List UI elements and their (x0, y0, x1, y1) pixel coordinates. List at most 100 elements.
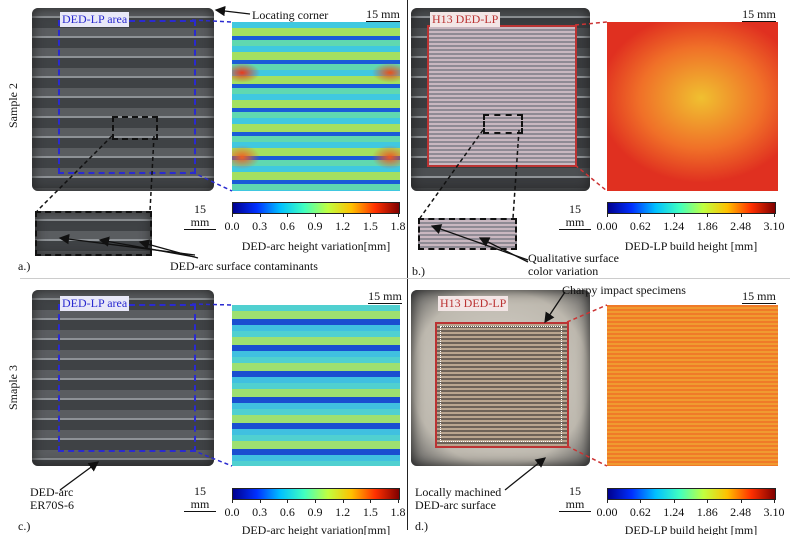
machined-label-l2: DED-arc surface (415, 498, 496, 512)
colorbar-label: DED-arc height variation[mm] (241, 523, 391, 535)
colorbar-tick-label: 0.9 (307, 505, 323, 519)
colorbar-tick-label: 1.8 (390, 219, 406, 233)
sample2-dedarc-photo (32, 8, 214, 191)
colorbar-tick-label: 0.0 (224, 219, 240, 233)
colorbar-tick (232, 213, 233, 217)
scale-bar: 15 mm (742, 289, 776, 304)
colorbar-tick-label: 0.00 (596, 505, 618, 519)
dedarc-height-map (232, 22, 400, 191)
colorbar-tick-label: 1.24 (663, 505, 685, 519)
colorbar-tick (342, 213, 344, 217)
colorbar-tick-label: 1.5 (362, 505, 378, 519)
locating-corner-label: Locating corner (252, 8, 329, 22)
scale-bar: 15 mm (559, 203, 591, 230)
h13-tag: H13 DED-LP (438, 296, 509, 311)
colorbar-tick-label: 0.0 (224, 505, 240, 519)
charpy-specimen-region (435, 322, 569, 448)
ded-lp-area-tag: DED-LP area (60, 12, 130, 27)
colorbar (607, 488, 776, 500)
colorbar-tick-label: 0.62 (629, 505, 651, 519)
inset-source-box (112, 116, 158, 140)
colorbar-tick (398, 213, 399, 217)
horizontal-divider (20, 278, 790, 279)
scale-bar: 15 mm (366, 7, 400, 22)
colorbar-tick-label: 3.10 (763, 505, 785, 519)
machined-label-l1: Locally machined (415, 485, 502, 499)
scale-bar: 15 mm (184, 203, 216, 230)
panel-caption-a: a.) (18, 259, 31, 273)
vertical-divider (407, 0, 408, 530)
ded-lp-build-height-map (607, 305, 778, 466)
colorbar-tick-label: 1.24 (663, 219, 685, 233)
colorbar-tick-label: 2.48 (730, 219, 752, 233)
colorbar-label: DED-LP build height [mm] (624, 523, 758, 535)
color-variation-label-l2: color variation (528, 264, 599, 278)
dedarc-height-map (232, 305, 400, 466)
colorbar-tick (398, 499, 399, 503)
panel-caption-b: b.) (412, 264, 425, 278)
colorbar-tick-label: 1.8 (390, 505, 406, 519)
colorbar-tick (774, 499, 775, 503)
color-variation-inset (418, 218, 517, 250)
charpy-label: Charpy impact specimens (562, 283, 686, 297)
panel-caption-c: c.) (18, 519, 31, 533)
ded-lp-area-tag: DED-LP area (60, 296, 130, 311)
colorbar-tick-label: 0.62 (629, 219, 651, 233)
colorbar-label: DED-LP build height [mm] (624, 239, 758, 253)
colorbar-tick (259, 499, 261, 503)
colorbar-tick (707, 499, 709, 503)
arrow (214, 5, 251, 17)
scale-bar: 15 mm (559, 485, 591, 512)
colorbar-tick-label: 1.86 (696, 219, 718, 233)
colorbar-tick-label: 1.86 (696, 505, 718, 519)
colorbar-tick (673, 213, 675, 217)
colorbar-tick-label: 1.2 (335, 505, 351, 519)
colorbar-tick (370, 499, 372, 503)
contaminant-inset (35, 211, 152, 256)
colorbar-tick-label: 0.3 (252, 219, 268, 233)
colorbar-tick (287, 213, 289, 217)
color-variation-label-l1: Qualitative surface (528, 251, 619, 265)
colorbar-tick (370, 213, 372, 217)
colorbar-tick-label: 1.5 (362, 219, 378, 233)
contaminants-label: DED-arc surface contaminants (170, 259, 318, 273)
inset-source-box (483, 114, 523, 134)
colorbar-tick-label: 0.6 (279, 219, 295, 233)
colorbar-tick-label: 0.9 (307, 219, 323, 233)
charpy-outline (440, 326, 562, 442)
colorbar-tick (315, 213, 316, 217)
colorbar-tick (640, 213, 642, 217)
scale-bar: 15 mm (184, 485, 216, 512)
colorbar-tick (259, 213, 261, 217)
h13-tag: H13 DED-LP (430, 12, 501, 27)
ded-lp-build-height-map (607, 22, 778, 191)
colorbar-tick-label: 3.10 (763, 219, 785, 233)
colorbar-tick (673, 499, 675, 503)
colorbar-tick-label: 0.6 (279, 505, 295, 519)
colorbar-tick-label: 0.3 (252, 505, 268, 519)
colorbar (232, 202, 400, 214)
scale-bar: 15 mm (742, 7, 776, 22)
h13-ded-lp-region (427, 25, 577, 167)
inset-frame (35, 211, 152, 256)
colorbar-tick-label: 0.00 (596, 219, 618, 233)
colorbar-tick-label: 2.48 (730, 505, 752, 519)
colorbar-tick (607, 499, 608, 503)
colorbar-tick (640, 499, 642, 503)
colorbar (607, 202, 776, 214)
colorbar-tick (315, 499, 316, 503)
colorbar-label: DED-arc height variation[mm] (241, 239, 391, 253)
colorbar-tick (740, 213, 742, 217)
colorbar-tick (740, 499, 742, 503)
colorbar-tick (607, 213, 608, 217)
colorbar-tick (232, 499, 233, 503)
colorbar-tick (287, 499, 289, 503)
scale-bar: 15 mm (368, 289, 402, 304)
colorbar-tick-label: 1.2 (335, 219, 351, 233)
colorbar (232, 488, 400, 500)
panel-caption-d: d.) (415, 519, 428, 533)
colorbar-tick (774, 213, 775, 217)
dedarc-label-l2: ER70S-6 (30, 498, 75, 512)
